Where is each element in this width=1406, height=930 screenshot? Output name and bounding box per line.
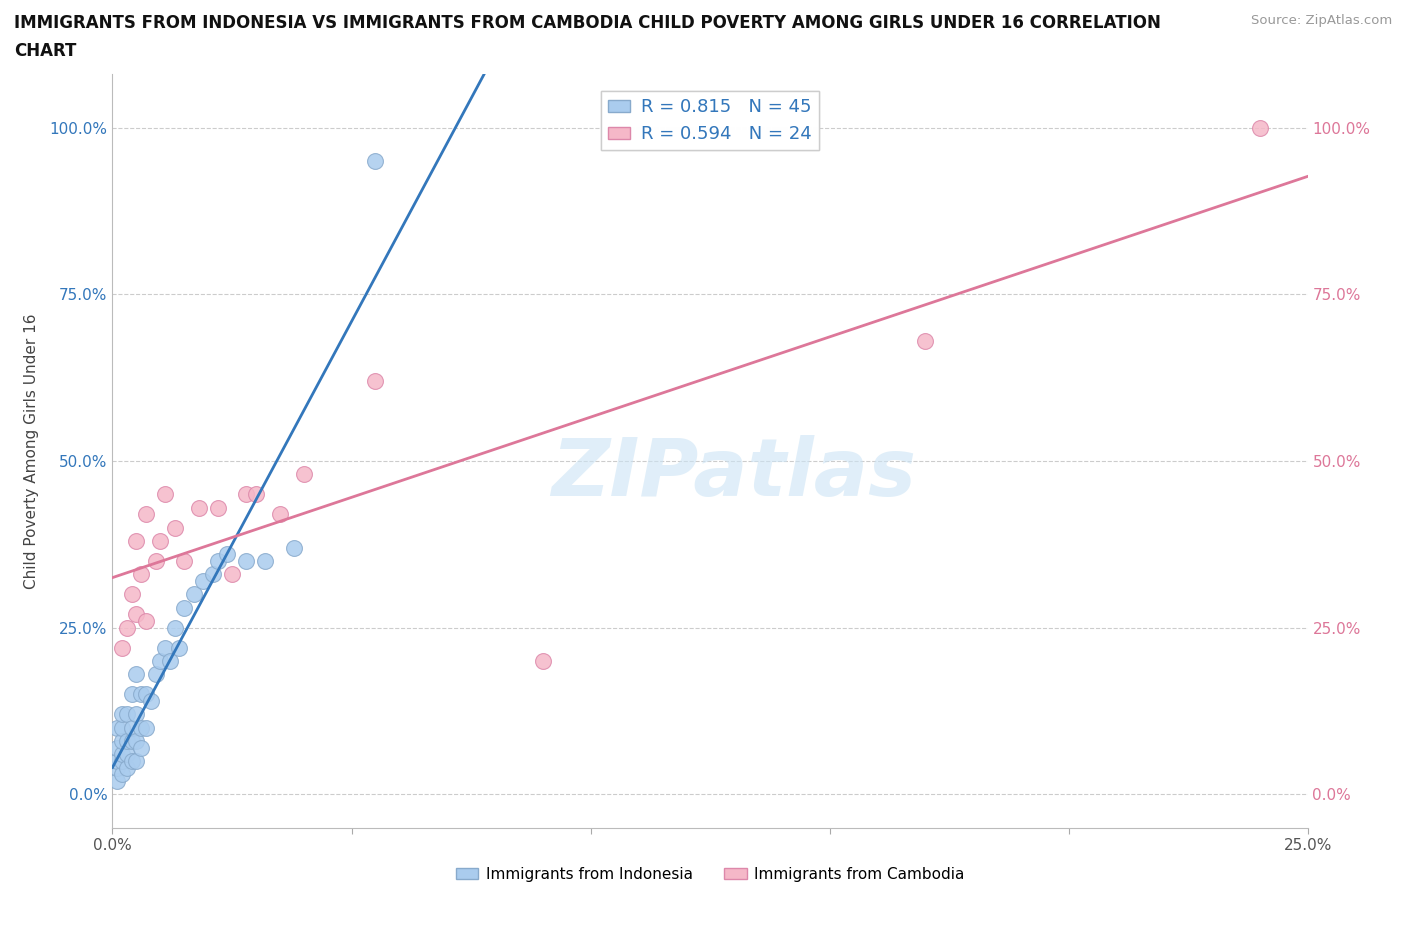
Point: [159, 654, 181, 669]
Point: [121, 720, 143, 735]
Legend: R = 0.815   N = 45, R = 0.594   N = 24: R = 0.815 N = 45, R = 0.594 N = 24: [602, 91, 818, 151]
Point: [129, 740, 152, 755]
Point: [111, 734, 134, 749]
Point: [193, 574, 215, 589]
Point: [111, 753, 134, 768]
Point: [135, 720, 157, 735]
Point: [115, 760, 138, 775]
Point: [145, 667, 167, 682]
Point: [145, 553, 167, 568]
Point: [187, 500, 209, 515]
Point: [105, 720, 128, 735]
Point: [235, 553, 257, 568]
Point: [111, 767, 134, 782]
Point: [105, 740, 128, 755]
Point: [364, 153, 387, 168]
Point: [129, 720, 152, 735]
Point: [914, 334, 936, 349]
Point: [173, 600, 195, 615]
Point: [125, 753, 148, 768]
Point: [115, 707, 138, 722]
Text: Source: ZipAtlas.com: Source: ZipAtlas.com: [1251, 14, 1392, 27]
Point: [364, 374, 387, 389]
Point: [169, 640, 191, 655]
Point: [153, 640, 176, 655]
Y-axis label: Child Poverty Among Girls Under 16: Child Poverty Among Girls Under 16: [24, 313, 38, 589]
Point: [125, 707, 148, 722]
Point: [115, 620, 138, 635]
Point: [121, 587, 143, 602]
Point: [125, 734, 148, 749]
Point: [121, 687, 143, 702]
Point: [125, 667, 148, 682]
Point: [111, 720, 134, 735]
Point: [105, 760, 128, 775]
Point: [245, 487, 267, 502]
Point: [1249, 120, 1271, 135]
Point: [283, 540, 305, 555]
Point: [125, 607, 148, 622]
Point: [254, 553, 277, 568]
Point: [163, 620, 186, 635]
Point: [121, 753, 143, 768]
Point: [163, 520, 186, 535]
Point: [111, 707, 134, 722]
Text: ZIPatlas: ZIPatlas: [551, 434, 917, 512]
Text: IMMIGRANTS FROM INDONESIA VS IMMIGRANTS FROM CAMBODIA CHILD POVERTY AMONG GIRLS : IMMIGRANTS FROM INDONESIA VS IMMIGRANTS …: [14, 14, 1161, 32]
Point: [135, 507, 157, 522]
Point: [221, 567, 243, 582]
Point: [183, 587, 205, 602]
Point: [139, 694, 162, 709]
Point: [115, 734, 138, 749]
Point: [125, 534, 148, 549]
Point: [149, 654, 172, 669]
Point: [105, 774, 128, 789]
Point: [153, 487, 176, 502]
Point: [207, 500, 229, 515]
Point: [201, 567, 224, 582]
Point: [149, 534, 172, 549]
Text: CHART: CHART: [14, 42, 76, 60]
Point: [292, 467, 315, 482]
Point: [121, 734, 143, 749]
Point: [115, 747, 138, 762]
Point: [235, 487, 257, 502]
Point: [129, 567, 152, 582]
Point: [129, 687, 152, 702]
Point: [135, 614, 157, 629]
Point: [111, 747, 134, 762]
Point: [135, 687, 157, 702]
Point: [531, 654, 554, 669]
Point: [207, 553, 229, 568]
Point: [269, 507, 291, 522]
Point: [217, 547, 239, 562]
Point: [105, 753, 128, 768]
Point: [173, 553, 195, 568]
Point: [111, 640, 134, 655]
